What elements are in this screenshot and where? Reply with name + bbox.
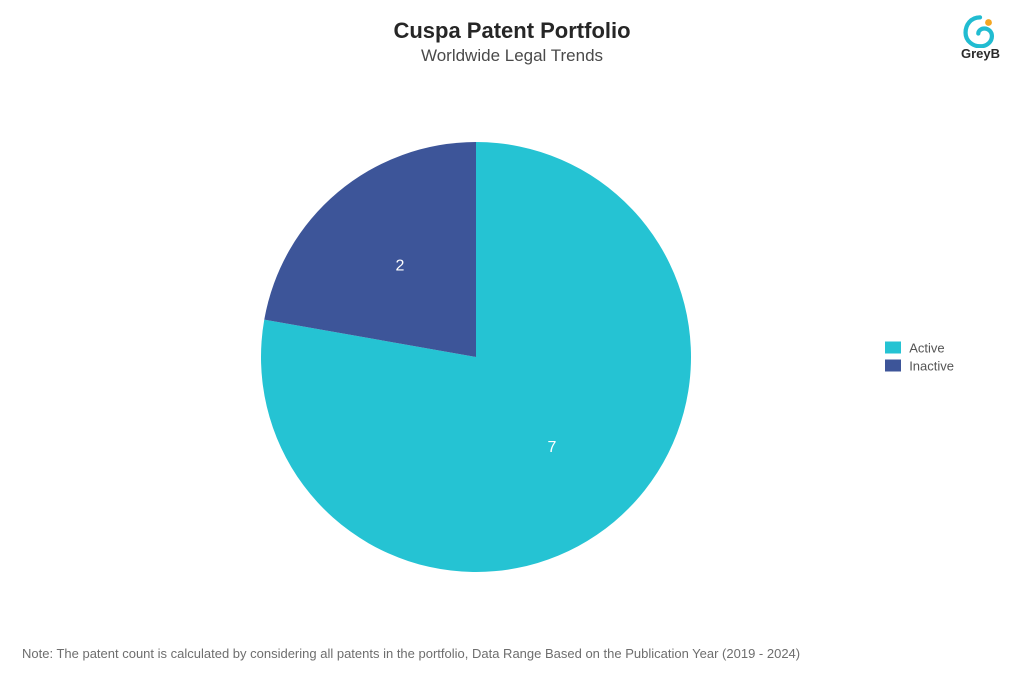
chart-subtitle: Worldwide Legal Trends <box>0 46 1024 66</box>
pie-svg: 72 <box>251 132 701 582</box>
logo-text: GreyB <box>961 46 1000 61</box>
legend-label: Active <box>909 340 944 355</box>
slice-label-inactive: 2 <box>396 257 405 274</box>
legend-label: Inactive <box>909 358 954 373</box>
footnote: Note: The patent count is calculated by … <box>22 646 800 661</box>
chart-header: Cuspa Patent Portfolio Worldwide Legal T… <box>0 0 1024 66</box>
chart-area: 72 ActiveInactive <box>0 90 1024 623</box>
legend-swatch-icon <box>885 342 901 354</box>
brand-logo: GreyB <box>961 14 1000 61</box>
legend-item-active: Active <box>885 340 954 355</box>
chart-title: Cuspa Patent Portfolio <box>0 18 1024 44</box>
logo-swirl-icon <box>963 14 997 48</box>
legend-swatch-icon <box>885 360 901 372</box>
legend-item-inactive: Inactive <box>885 358 954 373</box>
slice-label-active: 7 <box>548 438 557 455</box>
pie-slice-inactive <box>264 142 476 357</box>
legend: Active Inactive <box>885 337 954 376</box>
pie-chart: 72 <box>251 132 701 582</box>
